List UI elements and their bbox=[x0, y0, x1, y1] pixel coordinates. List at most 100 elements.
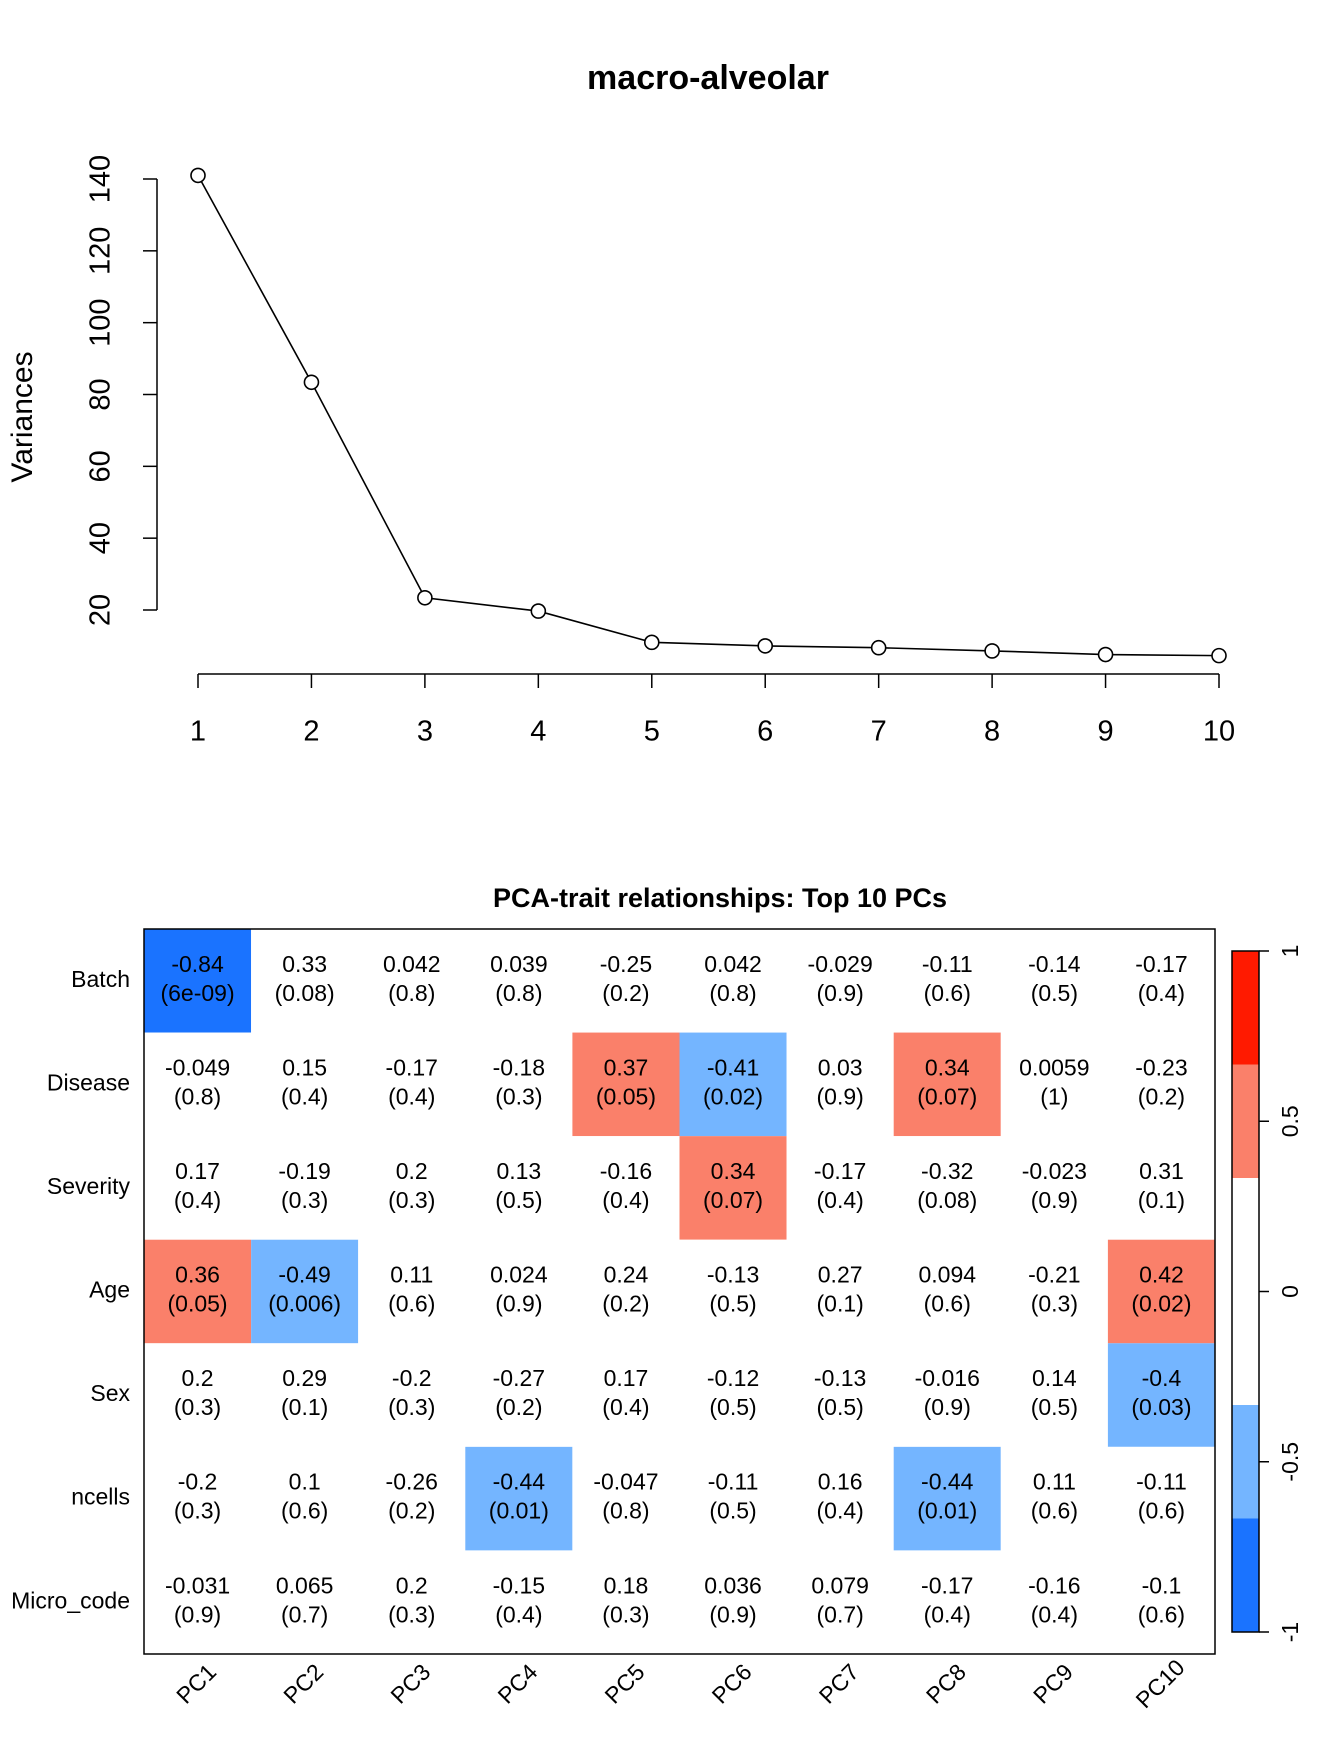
heatmap-cell bbox=[1000, 1032, 1108, 1137]
cell-pvalue: (0.9) bbox=[174, 1601, 221, 1627]
y-tick-label: 40 bbox=[85, 522, 117, 554]
cell-pvalue: (0.02) bbox=[703, 1083, 763, 1109]
point bbox=[190, 167, 206, 184]
cell-pvalue: (0.6) bbox=[924, 980, 971, 1006]
heatmap-cell bbox=[786, 1550, 894, 1654]
cell-pvalue: (0.8) bbox=[174, 1083, 221, 1109]
cell-pvalue: (0.08) bbox=[275, 980, 335, 1006]
heatmap-cell bbox=[1000, 1136, 1108, 1240]
heatmap-cell bbox=[893, 1550, 1001, 1654]
cell-pvalue: (0.5) bbox=[817, 1394, 864, 1420]
cell-value: 0.33 bbox=[282, 951, 327, 977]
cell-value: 0.34 bbox=[925, 1054, 970, 1080]
x-tick-label: 8 bbox=[984, 716, 1000, 748]
heatmap-cell bbox=[465, 1446, 573, 1551]
cell-value: 0.27 bbox=[818, 1262, 863, 1288]
cell-value: 0.024 bbox=[490, 1262, 548, 1288]
cell-pvalue: (0.07) bbox=[703, 1187, 763, 1213]
heatmap-cell bbox=[465, 1550, 573, 1654]
cell-pvalue: (0.05) bbox=[596, 1083, 656, 1109]
cell-pvalue: (0.2) bbox=[1138, 1083, 1185, 1109]
heatmap-cell bbox=[572, 1032, 680, 1137]
heatmap-cell bbox=[144, 1550, 252, 1654]
heatmap-cell bbox=[572, 1136, 680, 1240]
cell-value: -0.16 bbox=[1028, 1572, 1080, 1598]
cell-pvalue: (0.8) bbox=[602, 1498, 649, 1524]
point bbox=[643, 634, 660, 651]
cell-pvalue: (0.6) bbox=[924, 1291, 971, 1317]
cell-value: 0.03 bbox=[818, 1054, 863, 1080]
heatmap-cell bbox=[786, 929, 894, 1033]
colorbar-tick-label: 0 bbox=[1277, 1285, 1303, 1298]
heatmap-cell bbox=[1107, 1550, 1215, 1654]
heatmap-cell bbox=[465, 929, 573, 1033]
cell-value: -0.11 bbox=[708, 1469, 759, 1495]
row-label: Sex bbox=[90, 1380, 130, 1406]
cell-value: -0.44 bbox=[921, 1469, 974, 1495]
y-tick-label: 60 bbox=[85, 450, 117, 482]
cell-pvalue: (0.3) bbox=[602, 1601, 649, 1627]
heatmap-cell bbox=[1107, 1032, 1215, 1137]
heatmap-cell bbox=[358, 1136, 466, 1240]
cell-value: -0.49 bbox=[278, 1262, 330, 1288]
cell-pvalue: (0.5) bbox=[709, 1291, 756, 1317]
col-label: PC9 bbox=[1028, 1659, 1078, 1709]
point bbox=[530, 603, 547, 619]
col-label: PC4 bbox=[492, 1658, 542, 1708]
cell-pvalue: (0.03) bbox=[1131, 1394, 1191, 1420]
colorbar-tick-label: 0.5 bbox=[1277, 1105, 1303, 1137]
col-label: PC8 bbox=[921, 1659, 971, 1709]
heatmap-cell bbox=[679, 1550, 787, 1654]
heatmap-cell bbox=[358, 1239, 466, 1344]
cell-value: 0.31 bbox=[1139, 1158, 1184, 1184]
col-label: PC10 bbox=[1131, 1654, 1190, 1713]
heatmap-cell bbox=[144, 1446, 252, 1551]
cell-pvalue: (0.8) bbox=[495, 980, 542, 1006]
cell-value: -0.32 bbox=[921, 1158, 973, 1184]
cell-value: -0.016 bbox=[915, 1365, 980, 1391]
cell-value: 0.065 bbox=[276, 1572, 334, 1598]
cell-value: -0.18 bbox=[493, 1054, 545, 1080]
heatmap-cell bbox=[144, 1343, 252, 1447]
heatmap-cell bbox=[893, 1032, 1001, 1137]
row-label: Disease bbox=[47, 1069, 130, 1095]
cell-pvalue: (0.1) bbox=[281, 1394, 328, 1420]
cell-pvalue: (0.3) bbox=[174, 1394, 221, 1420]
cell-pvalue: (0.6) bbox=[281, 1498, 328, 1524]
heatmap-cell bbox=[144, 1032, 252, 1137]
heatmap-cell bbox=[358, 1032, 466, 1137]
y-axis-label: Variances bbox=[6, 351, 39, 482]
cell-value: 0.2 bbox=[182, 1365, 214, 1391]
cell-pvalue: (0.3) bbox=[495, 1083, 542, 1109]
x-tick-label: 4 bbox=[530, 716, 546, 748]
colorbar-bin bbox=[1232, 1291, 1259, 1405]
heatmap-cell bbox=[358, 1343, 466, 1447]
cell-pvalue: (0.6) bbox=[1138, 1498, 1185, 1524]
cell-pvalue: (0.9) bbox=[924, 1394, 971, 1420]
row-label: Age bbox=[89, 1277, 130, 1303]
cell-pvalue: (0.01) bbox=[489, 1498, 549, 1524]
heatmap-cell bbox=[893, 1343, 1001, 1447]
cell-value: 0.16 bbox=[818, 1469, 863, 1495]
cell-pvalue: (0.3) bbox=[1031, 1291, 1078, 1317]
cell-pvalue: (0.006) bbox=[268, 1291, 341, 1317]
heatmap-cell bbox=[893, 1446, 1001, 1551]
heatmap-cell bbox=[1000, 929, 1108, 1033]
cell-pvalue: (0.9) bbox=[817, 980, 864, 1006]
cell-value: 0.13 bbox=[496, 1158, 541, 1184]
heatmap-cell bbox=[251, 1446, 359, 1551]
cell-pvalue: (6e-09) bbox=[160, 980, 234, 1006]
cell-value: -0.25 bbox=[600, 951, 652, 977]
cell-pvalue: (0.9) bbox=[1031, 1187, 1078, 1213]
heatmap-cell bbox=[1000, 1446, 1108, 1551]
cell-value: 0.17 bbox=[604, 1365, 649, 1391]
heatmap-cell bbox=[358, 929, 466, 1033]
cell-value: 0.18 bbox=[604, 1572, 649, 1598]
colorbar-bin bbox=[1232, 951, 1259, 1065]
col-label: PC5 bbox=[600, 1659, 650, 1709]
heatmap-cell bbox=[1000, 1239, 1108, 1344]
cell-pvalue: (0.2) bbox=[602, 980, 649, 1006]
cell-value: 0.24 bbox=[604, 1262, 649, 1288]
cell-value: 0.34 bbox=[711, 1158, 756, 1184]
